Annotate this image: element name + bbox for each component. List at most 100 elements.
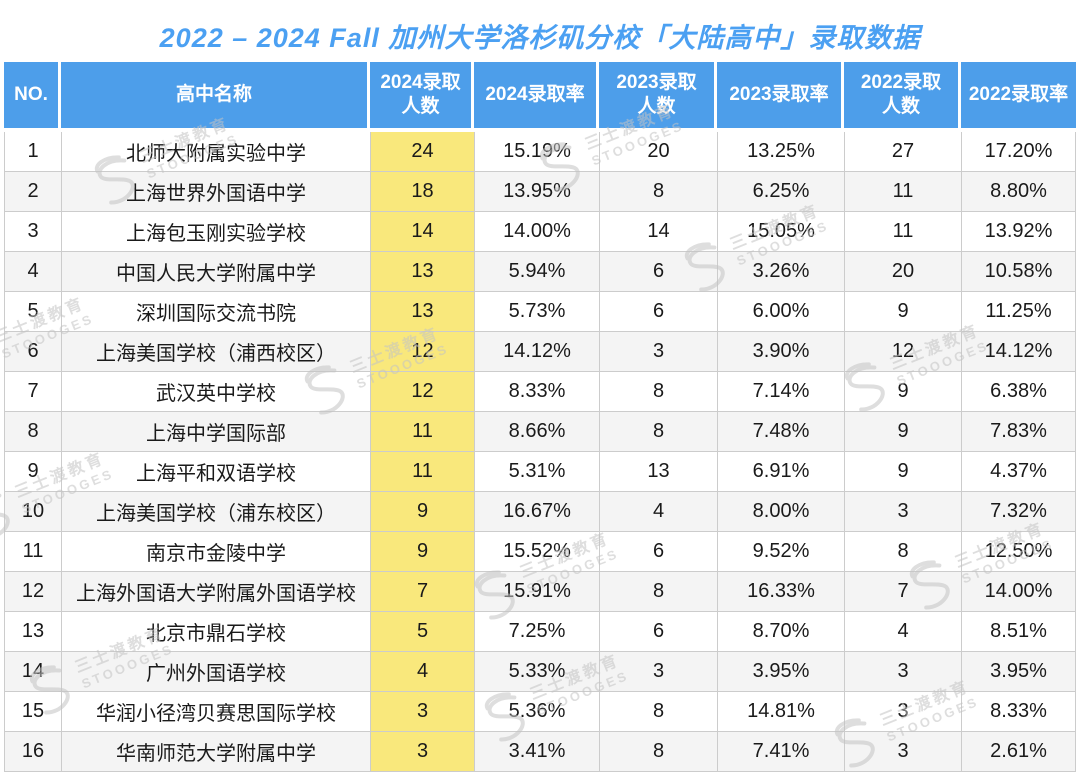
cell-no: 11 [5, 532, 62, 572]
cell-school-name: 北京市鼎石学校 [62, 612, 371, 652]
cell-rate-2023: 15.05% [718, 212, 845, 252]
cell-admitted-2024: 11 [371, 412, 475, 452]
cell-rate-2024: 15.91% [475, 572, 600, 612]
cell-rate-2022: 8.33% [962, 692, 1075, 732]
cell-admitted-2024: 11 [371, 452, 475, 492]
cell-rate-2023: 7.48% [718, 412, 845, 452]
cell-rate-2023: 8.00% [718, 492, 845, 532]
cell-rate-2024: 5.33% [475, 652, 600, 692]
cell-no: 6 [5, 332, 62, 372]
cell-school-name: 广州外国语学校 [62, 652, 371, 692]
cell-admitted-2024: 13 [371, 252, 475, 292]
cell-admitted-2024: 3 [371, 732, 475, 772]
header-admitted-2024: 2024录取 人数 [370, 62, 474, 128]
cell-rate-2023: 16.33% [718, 572, 845, 612]
header-rate-2022: 2022录取率 [961, 62, 1076, 128]
cell-rate-2024: 5.36% [475, 692, 600, 732]
cell-no: 9 [5, 452, 62, 492]
cell-admitted-2022: 3 [845, 652, 962, 692]
header-no: NO. [4, 62, 61, 128]
cell-admitted-2024: 9 [371, 492, 475, 532]
cell-admitted-2024: 3 [371, 692, 475, 732]
cell-rate-2023: 7.41% [718, 732, 845, 772]
stoooges-s-logo-icon [0, 328, 3, 395]
cell-rate-2024: 7.25% [475, 612, 600, 652]
cell-no: 5 [5, 292, 62, 332]
cell-admitted-2023: 20 [600, 132, 718, 172]
cell-admitted-2023: 14 [600, 212, 718, 252]
cell-admitted-2023: 6 [600, 612, 718, 652]
cell-rate-2024: 8.33% [475, 372, 600, 412]
cell-no: 3 [5, 212, 62, 252]
cell-school-name: 上海包玉刚实验学校 [62, 212, 371, 252]
cell-rate-2024: 13.95% [475, 172, 600, 212]
cell-rate-2024: 16.67% [475, 492, 600, 532]
cell-admitted-2024: 24 [371, 132, 475, 172]
cell-admitted-2022: 3 [845, 492, 962, 532]
cell-school-name: 上海美国学校（浦东校区） [62, 492, 371, 532]
cell-admitted-2023: 8 [600, 172, 718, 212]
cell-rate-2024: 14.00% [475, 212, 600, 252]
cell-admitted-2022: 11 [845, 212, 962, 252]
cell-admitted-2024: 12 [371, 372, 475, 412]
cell-admitted-2022: 20 [845, 252, 962, 292]
header-admitted-2022: 2022录取 人数 [844, 62, 961, 128]
cell-no: 10 [5, 492, 62, 532]
cell-admitted-2024: 9 [371, 532, 475, 572]
cell-rate-2023: 13.25% [718, 132, 845, 172]
cell-rate-2022: 8.80% [962, 172, 1075, 212]
cell-admitted-2024: 18 [371, 172, 475, 212]
cell-rate-2022: 3.95% [962, 652, 1075, 692]
cell-admitted-2023: 6 [600, 292, 718, 332]
cell-rate-2024: 5.31% [475, 452, 600, 492]
cell-rate-2023: 3.90% [718, 332, 845, 372]
header-school-name: 高中名称 [61, 62, 370, 128]
cell-admitted-2023: 8 [600, 732, 718, 772]
cell-no: 8 [5, 412, 62, 452]
cell-rate-2022: 7.32% [962, 492, 1075, 532]
cell-no: 14 [5, 652, 62, 692]
header-rate-2024: 2024录取率 [474, 62, 599, 128]
cell-admitted-2022: 7 [845, 572, 962, 612]
cell-school-name: 武汉英中学校 [62, 372, 371, 412]
page-title: 2022 – 2024 Fall 加州大学洛杉矶分校「大陆高中」录取数据 [159, 23, 921, 53]
cell-school-name: 华润小径湾贝赛思国际学校 [62, 692, 371, 732]
cell-school-name: 深圳国际交流书院 [62, 292, 371, 332]
cell-admitted-2024: 5 [371, 612, 475, 652]
cell-admitted-2022: 9 [845, 452, 962, 492]
cell-rate-2024: 15.52% [475, 532, 600, 572]
cell-admitted-2023: 8 [600, 372, 718, 412]
cell-rate-2024: 8.66% [475, 412, 600, 452]
cell-admitted-2023: 13 [600, 452, 718, 492]
cell-rate-2022: 14.12% [962, 332, 1075, 372]
cell-admitted-2022: 12 [845, 332, 962, 372]
cell-admitted-2022: 3 [845, 732, 962, 772]
header-admitted-2023: 2023录取 人数 [599, 62, 717, 128]
cell-rate-2024: 5.73% [475, 292, 600, 332]
cell-rate-2022: 8.51% [962, 612, 1075, 652]
cell-admitted-2023: 8 [600, 412, 718, 452]
cell-no: 4 [5, 252, 62, 292]
cell-school-name: 华南师范大学附属中学 [62, 732, 371, 772]
cell-school-name: 上海中学国际部 [62, 412, 371, 452]
cell-admitted-2024: 7 [371, 572, 475, 612]
cell-no: 12 [5, 572, 62, 612]
cell-rate-2022: 6.38% [962, 372, 1075, 412]
cell-no: 13 [5, 612, 62, 652]
cell-no: 7 [5, 372, 62, 412]
cell-rate-2022: 4.37% [962, 452, 1075, 492]
cell-admitted-2023: 8 [600, 572, 718, 612]
cell-admitted-2024: 13 [371, 292, 475, 332]
cell-school-name: 中国人民大学附属中学 [62, 252, 371, 292]
cell-rate-2023: 14.81% [718, 692, 845, 732]
cell-admitted-2022: 9 [845, 372, 962, 412]
cell-admitted-2022: 4 [845, 612, 962, 652]
cell-admitted-2024: 14 [371, 212, 475, 252]
cell-admitted-2023: 3 [600, 652, 718, 692]
cell-admitted-2023: 6 [600, 252, 718, 292]
cell-admitted-2022: 3 [845, 692, 962, 732]
cell-rate-2023: 6.91% [718, 452, 845, 492]
cell-rate-2022: 10.58% [962, 252, 1075, 292]
cell-school-name: 上海美国学校（浦西校区） [62, 332, 371, 372]
cell-school-name: 上海外国语大学附属外国语学校 [62, 572, 371, 612]
